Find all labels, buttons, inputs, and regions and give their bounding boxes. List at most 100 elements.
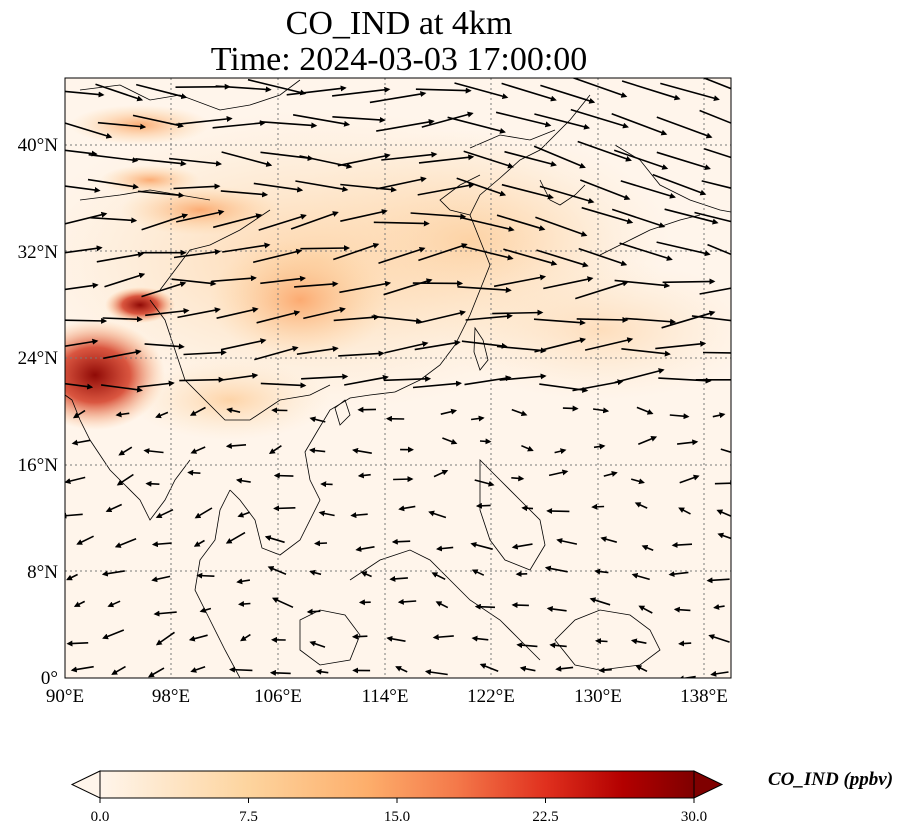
wind-arrow [260, 382, 307, 389]
wind-arrow [706, 577, 730, 584]
wind-arrow [656, 116, 713, 139]
wind-arrow [212, 120, 266, 129]
wind-arrow [309, 447, 326, 454]
wind-arrow [418, 154, 475, 164]
wind-arrow [237, 511, 251, 518]
lat-tick-label: 24°N [18, 348, 59, 369]
wind-arrow [187, 469, 201, 476]
wind-arrow [240, 633, 251, 642]
wind-arrow [260, 275, 306, 285]
wind-arrow [421, 111, 474, 128]
wind-arrow [102, 629, 125, 640]
wind-arrow [193, 539, 205, 547]
wind-arrow [570, 108, 629, 129]
wind-arrow [717, 532, 731, 540]
wind-arrow [340, 183, 397, 193]
wind-arrow [549, 642, 567, 649]
wind-arrow [470, 415, 485, 422]
wind-arrow [634, 502, 648, 509]
map-title-line-2: Time: 2024-03-03 17:00:00 [210, 41, 588, 78]
wind-arrow [471, 635, 489, 642]
wind-arrow [97, 121, 147, 130]
wind-arrow [350, 512, 368, 519]
wind-arrow [339, 280, 392, 294]
wind-arrow [309, 416, 326, 423]
lon-tick-label: 130°E [574, 686, 622, 707]
wind-arrow [221, 151, 273, 167]
wind-arrow [87, 178, 139, 190]
wind-arrow [707, 243, 731, 256]
wind-arrow [253, 248, 303, 264]
wind-arrow [493, 274, 547, 288]
wind-arrow [614, 368, 665, 384]
lon-tick-label: 98°E [152, 686, 190, 707]
wind-arrow [309, 640, 326, 648]
wind-arrow [397, 598, 417, 605]
wind-arrow [600, 536, 618, 543]
co-concentration-field [65, 78, 731, 678]
wind-arrow [309, 569, 322, 576]
wind-arrow [691, 315, 731, 322]
wind-arrow [499, 373, 547, 381]
wind-arrow [199, 607, 212, 613]
wind-arrow [592, 407, 610, 414]
wind-arrow [621, 80, 681, 101]
wind-arrow [378, 246, 426, 264]
wind-arrow [155, 631, 175, 646]
wind-arrow [668, 571, 689, 578]
wind-arrow [383, 375, 432, 382]
wind-arrow [269, 669, 291, 676]
wind-arrow [435, 601, 449, 609]
wind-arrow [136, 83, 188, 100]
wind-arrow [254, 345, 299, 361]
wind-arrow [264, 535, 285, 544]
wind-arrow [65, 90, 105, 98]
wind-arrow [135, 158, 187, 167]
wind-arrow [412, 380, 462, 389]
wind-arrow [96, 251, 144, 263]
wind-arrow [716, 509, 731, 517]
wind-arrow [660, 82, 720, 102]
wind-arrow [436, 545, 454, 552]
wind-arrow [190, 446, 206, 454]
wind-arrow [268, 445, 282, 455]
wind-arrow [424, 669, 448, 676]
wind-arrow [630, 478, 645, 485]
wind-arrow [699, 287, 731, 295]
wind-arrow [65, 338, 99, 348]
wind-arrow [95, 83, 144, 102]
wind-arrow [290, 211, 339, 230]
wind-arrow [340, 209, 388, 222]
wind-arrow [188, 634, 208, 642]
wind-arrow [496, 214, 546, 231]
wind-arrow [65, 317, 108, 324]
wind-arrow [465, 313, 513, 321]
wind-arrow [534, 113, 591, 130]
wind-arrow [333, 242, 380, 261]
wind-arrow [218, 372, 259, 382]
wind-arrow [433, 469, 449, 478]
wind-arrow [115, 411, 130, 418]
wind-arrow [259, 120, 318, 129]
lat-tick-label: 16°N [18, 455, 59, 476]
wind-arrow [344, 374, 389, 386]
wind-arrow [635, 665, 648, 673]
wind-arrow [147, 667, 165, 678]
wind-arrow [562, 405, 579, 412]
wind-arrow [222, 242, 271, 253]
wind-arrow [376, 119, 435, 132]
wind-arrow [389, 575, 408, 582]
wind-arrow [414, 339, 461, 351]
wind-arrow [543, 276, 594, 290]
wind-arrow [581, 206, 634, 225]
wind-arrow [417, 310, 466, 324]
wind-arrow [65, 149, 98, 157]
wind-arrow [576, 316, 629, 323]
wind-arrow [555, 665, 574, 672]
wind-arrow [699, 109, 731, 124]
wind-arrow [173, 249, 221, 259]
wind-arrow [226, 407, 241, 414]
wind-arrow [656, 241, 711, 257]
wind-arrow [253, 182, 304, 193]
wind-arrow [546, 606, 567, 612]
